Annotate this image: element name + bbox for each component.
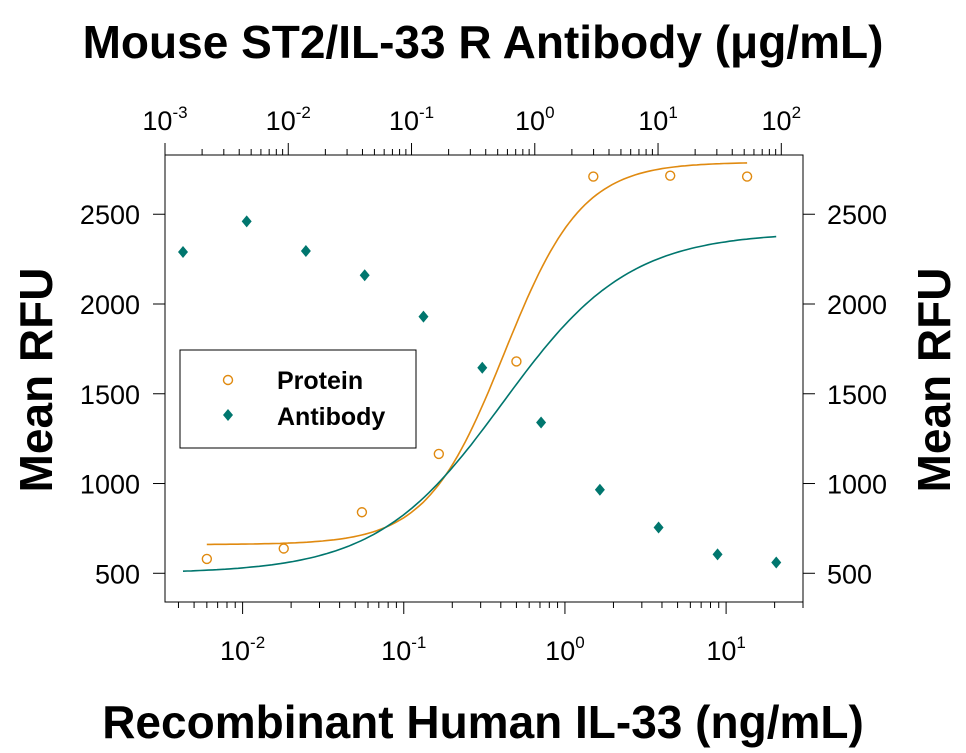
y-left-tick-label: 1000: [80, 470, 140, 500]
antibody-point: [241, 215, 252, 228]
legend-antibody-label: Antibody: [277, 403, 385, 431]
antibody-point: [477, 361, 488, 374]
top-x-tick-label: 100: [515, 103, 555, 136]
protein-point: [433, 448, 445, 460]
legend-protein-marker: [222, 374, 234, 386]
antibody-point: [653, 521, 664, 534]
protein-point: [665, 170, 676, 181]
y-axis-label: Mean RFU: [10, 268, 62, 493]
y-left-tick-label: 500: [95, 559, 140, 589]
antibody-point: [418, 310, 429, 323]
protein-point: [278, 543, 289, 554]
top-x-tick-label: 10-2: [266, 103, 311, 136]
y-left-tick-label: 2000: [80, 290, 140, 320]
y-right-tick-label: 1000: [827, 470, 887, 500]
legend-antibody-marker: [223, 409, 233, 421]
antibody-point: [771, 556, 782, 569]
antibody-point: [300, 245, 311, 258]
legend-box: [179, 349, 417, 449]
protein-point: [511, 356, 522, 367]
x-axis-label: Recombinant Human IL-33 (ng/mL): [102, 696, 864, 748]
top-x-tick-label: 102: [762, 103, 802, 136]
y-left-tick-label: 2500: [80, 200, 140, 230]
bottom-x-tick-label: 10-2: [220, 633, 265, 666]
plot-frame: [164, 154, 804, 603]
antibody-point: [536, 416, 547, 429]
top-x-tick-label: 10-1: [389, 103, 434, 136]
y-right-tick-label: 2000: [827, 290, 887, 320]
top-x-tick-label: 101: [638, 103, 678, 136]
antibody-fit-curve: [182, 235, 777, 572]
y2-axis-label: Mean RFU: [908, 268, 960, 493]
protein-point: [356, 507, 368, 518]
y-right-tick-label: 2500: [827, 200, 887, 230]
antibody-point: [712, 548, 723, 561]
protein-fit-curve: [206, 162, 748, 546]
protein-point: [588, 171, 599, 182]
bottom-x-tick-label: 100: [545, 633, 585, 666]
legend-protein-label: Protein: [277, 367, 363, 395]
top-x-tick-label: 10-3: [142, 103, 187, 136]
y-left-tick-label: 1500: [80, 380, 140, 410]
protein-point: [741, 171, 753, 182]
protein-point: [201, 553, 213, 565]
chart-title: Mouse ST2/IL-33 R Antibody (μg/mL): [83, 16, 884, 68]
y-right-tick-label: 500: [827, 559, 872, 589]
y-right-tick-label: 1500: [827, 380, 887, 410]
antibody-point: [359, 269, 370, 282]
bottom-x-tick-label: 10-1: [381, 633, 426, 666]
legend: Protein Antibody: [179, 349, 417, 449]
antibody-point: [178, 245, 189, 258]
antibody-point: [594, 483, 605, 496]
bottom-x-tick-label: 101: [706, 633, 746, 666]
